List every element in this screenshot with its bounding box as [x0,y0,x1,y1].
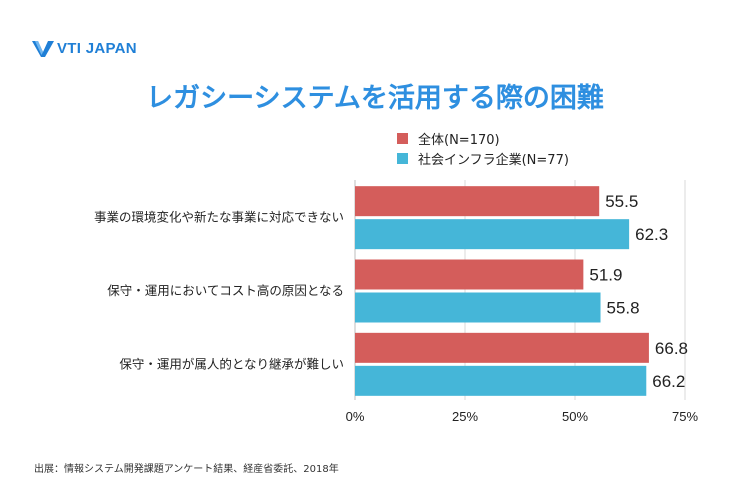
x-tick-label: 75% [672,409,698,424]
vti-logo-icon [32,40,54,57]
category-label: 保守・運用が属人的となり継承が難しい [119,356,344,371]
chart-legend: 全体(N=170) 社会インフラ企業(N=77) [397,128,569,168]
legend-label-all: 全体(N=170) [418,132,500,148]
brand-logo: VTI JAPAN [32,40,137,57]
legend-swatch-infra [397,152,408,164]
legend-item-all: 全体(N=170) [397,128,569,148]
legend-swatch-all [397,132,408,144]
bar [355,259,584,290]
chart-title: レガシーシステムを活用する際の困難 [146,83,604,114]
data-label: 62.3 [635,225,668,244]
data-label: 66.8 [655,339,688,358]
bar [355,186,600,217]
x-tick-label: 0% [346,409,365,424]
data-label: 55.5 [605,192,638,211]
source-note: 出展：情報システム開発課題アンケート結果、経産省委託、2018年 [34,464,339,475]
x-tick-label: 50% [562,409,588,424]
bar [355,219,630,250]
bar [355,292,601,323]
legend-label-infra: 社会インフラ企業(N=77) [418,152,569,168]
category-label: 保守・運用においてコスト高の原因となる [107,283,344,298]
data-label: 55.8 [607,299,640,318]
legend-item-infra: 社会インフラ企業(N=77) [397,148,569,168]
bar [355,332,649,363]
x-tick-label: 25% [452,409,478,424]
bar [355,365,647,396]
data-label: 66.2 [652,372,685,391]
data-label: 51.9 [589,266,622,285]
logo-text: VTI JAPAN [57,40,137,57]
category-label: 事業の環境変化や新たな事業に対応できない [94,210,344,225]
